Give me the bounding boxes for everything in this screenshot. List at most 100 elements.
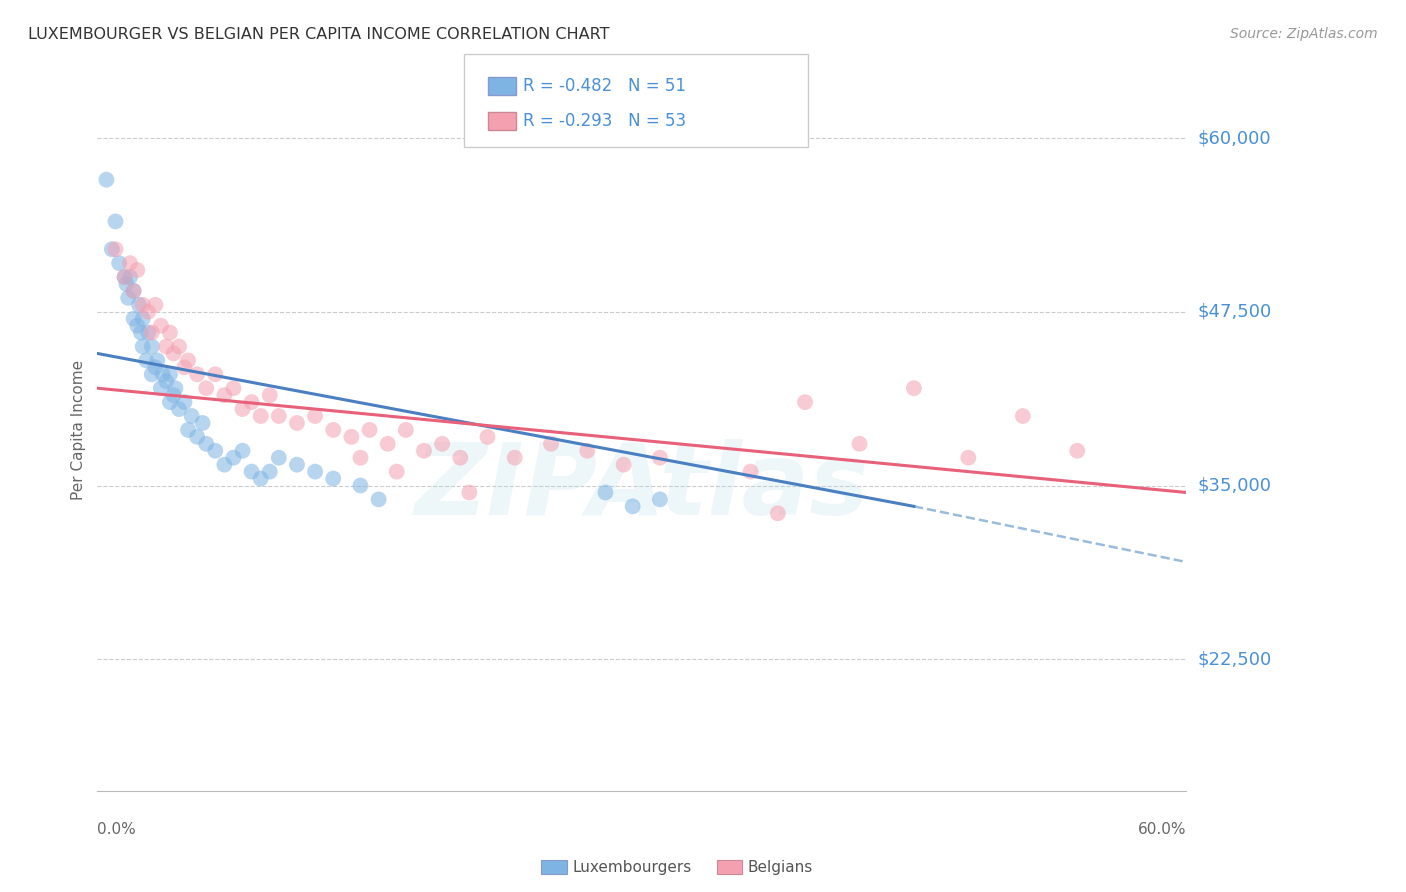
Point [128, 298, 150, 312]
Point [349, 450, 371, 465]
Point [794, 395, 817, 409]
Point [903, 381, 925, 395]
Point [141, 326, 163, 340]
Text: ZIPAtlas: ZIPAtlas [415, 439, 869, 536]
Text: 60.0%: 60.0% [1137, 822, 1187, 837]
Point [249, 409, 271, 423]
Point [132, 298, 155, 312]
Point [267, 450, 290, 465]
Point [122, 284, 145, 298]
Point [155, 374, 177, 388]
Point [214, 458, 236, 472]
Point [304, 465, 326, 479]
Point [180, 409, 202, 423]
Point [240, 395, 263, 409]
Point [621, 500, 644, 514]
Point [1011, 409, 1033, 423]
Point [204, 443, 226, 458]
Point [117, 291, 139, 305]
Point [132, 339, 155, 353]
Point [740, 465, 762, 479]
Point [186, 430, 208, 444]
Point [104, 214, 127, 228]
Point [195, 437, 218, 451]
Point [249, 472, 271, 486]
Point [1066, 443, 1088, 458]
Point [458, 485, 481, 500]
Point [122, 311, 145, 326]
Point [104, 242, 127, 256]
Point [122, 284, 145, 298]
Point [132, 311, 155, 326]
Text: R = -0.293   N = 53: R = -0.293 N = 53 [523, 112, 686, 130]
Point [165, 381, 187, 395]
Point [322, 472, 344, 486]
Point [766, 506, 789, 520]
Y-axis label: Per Capita Income: Per Capita Income [72, 359, 86, 500]
Point [285, 416, 308, 430]
Text: $60,000: $60,000 [1198, 129, 1271, 147]
Point [395, 423, 418, 437]
Point [145, 360, 167, 375]
Point [141, 339, 163, 353]
Point [162, 388, 184, 402]
Point [613, 458, 636, 472]
Point [118, 256, 141, 270]
Text: LUXEMBOURGER VS BELGIAN PER CAPITA INCOME CORRELATION CHART: LUXEMBOURGER VS BELGIAN PER CAPITA INCOM… [28, 27, 610, 42]
Text: 0.0%: 0.0% [97, 822, 136, 837]
Point [177, 423, 200, 437]
Point [173, 395, 195, 409]
Point [449, 450, 471, 465]
Point [149, 318, 172, 333]
Point [259, 388, 281, 402]
Text: $22,500: $22,500 [1198, 650, 1271, 668]
Point [231, 402, 253, 417]
Point [159, 368, 181, 382]
Point [145, 298, 167, 312]
Point [146, 353, 169, 368]
Point [159, 326, 181, 340]
Point [186, 368, 208, 382]
Point [108, 256, 131, 270]
Point [127, 263, 149, 277]
Point [136, 326, 159, 340]
Point [259, 465, 281, 479]
Point [191, 416, 214, 430]
Point [477, 430, 499, 444]
Point [159, 395, 181, 409]
Point [848, 437, 870, 451]
Point [267, 409, 290, 423]
Point [136, 305, 159, 319]
Text: Luxembourgers: Luxembourgers [572, 860, 692, 874]
Point [222, 450, 245, 465]
Point [127, 318, 149, 333]
Point [430, 437, 453, 451]
Point [957, 450, 980, 465]
Point [177, 353, 200, 368]
Point [385, 465, 408, 479]
Point [214, 388, 236, 402]
Text: Belgians: Belgians [748, 860, 813, 874]
Point [173, 360, 195, 375]
Point [648, 492, 671, 507]
Point [167, 402, 190, 417]
Point [141, 368, 163, 382]
Point [340, 430, 363, 444]
Point [162, 346, 184, 360]
Point [540, 437, 562, 451]
Text: $35,000: $35,000 [1198, 476, 1271, 494]
Point [129, 326, 152, 340]
Point [114, 270, 136, 285]
Point [135, 353, 157, 368]
Point [96, 172, 118, 186]
Point [359, 423, 381, 437]
Text: R = -0.482   N = 51: R = -0.482 N = 51 [523, 77, 686, 95]
Point [648, 450, 671, 465]
Point [115, 277, 138, 291]
Point [503, 450, 526, 465]
Point [167, 339, 190, 353]
Point [349, 478, 371, 492]
Point [240, 465, 263, 479]
Point [285, 458, 308, 472]
Point [231, 443, 253, 458]
